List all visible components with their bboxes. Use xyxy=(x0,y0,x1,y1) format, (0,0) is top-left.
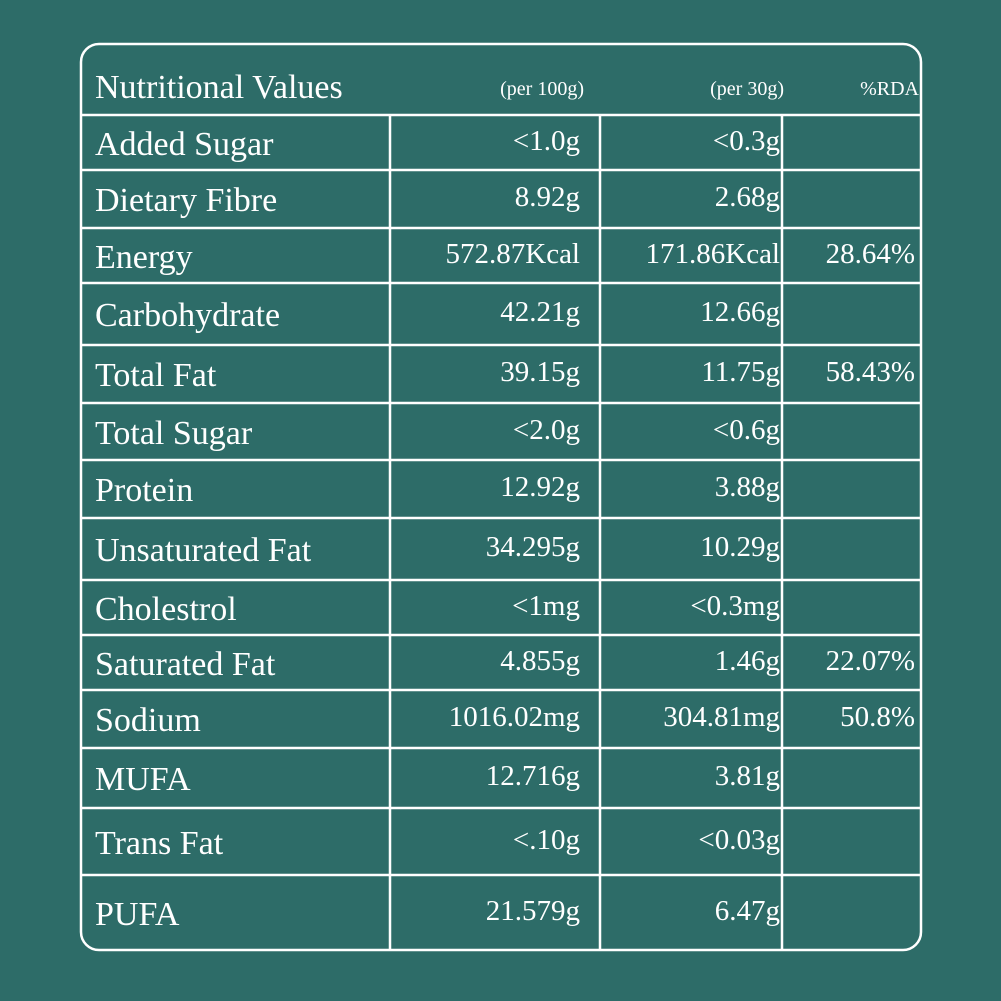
nutrient-name: MUFA xyxy=(95,761,191,799)
nutrient-value: <.10g xyxy=(512,823,580,856)
nutrient-value: 58.43% xyxy=(825,356,915,389)
nutrient-value: 42.21g xyxy=(500,296,580,329)
nutrient-name: Trans Fat xyxy=(95,824,224,862)
nutrient-value: 304.81mg xyxy=(663,701,780,734)
nutrient-value: 50.8% xyxy=(840,701,915,734)
nutrient-value: <0.3mg xyxy=(690,589,780,622)
nutrient-value: <2.0g xyxy=(512,413,580,446)
nutrient-value: 34.295g xyxy=(485,531,580,564)
nutrient-value: 8.92g xyxy=(514,181,580,214)
nutrient-value: 1016.02mg xyxy=(448,701,580,734)
nutrient-name: Protein xyxy=(95,472,194,510)
nutrient-name: Energy xyxy=(95,238,193,276)
nutrient-value: 39.15g xyxy=(500,356,580,389)
nutrient-value: 12.716g xyxy=(485,760,580,793)
nutrient-value: 572.87Kcal xyxy=(445,237,581,270)
nutrient-name: Unsaturated Fat xyxy=(95,532,312,570)
nutrient-name: Sodium xyxy=(95,702,201,740)
nutrient-value: 11.75g xyxy=(701,356,780,389)
header-title: Nutritional Values xyxy=(95,69,343,107)
table-border xyxy=(79,42,923,952)
nutrient-name: Total Fat xyxy=(95,357,217,395)
nutrient-value: 10.29g xyxy=(700,531,780,564)
column-header: (per 30g) xyxy=(710,78,784,100)
nutrient-value: 28.64% xyxy=(825,237,915,270)
nutrient-value: 12.92g xyxy=(500,471,580,504)
nutrient-value: <0.03g xyxy=(698,823,780,856)
nutrient-name: PUFA xyxy=(95,895,180,933)
nutrient-name: Total Sugar xyxy=(95,414,253,452)
nutrient-value: 22.07% xyxy=(825,644,915,677)
nutrient-value: 171.86Kcal xyxy=(645,237,781,270)
nutrient-value: <0.3g xyxy=(712,124,780,157)
nutrient-value: 2.68g xyxy=(714,181,780,214)
nutrient-name: Cholestrol xyxy=(95,590,237,628)
nutrient-value: 4.855g xyxy=(500,644,580,677)
column-header: (per 100g) xyxy=(500,78,584,100)
nutrient-name: Carbohydrate xyxy=(95,297,281,335)
nutrient-value: 1.46g xyxy=(714,644,780,677)
nutrient-value: 3.81g xyxy=(714,760,780,793)
nutrient-value: 3.88g xyxy=(714,471,780,504)
nutrient-value: <1.0g xyxy=(512,124,580,157)
nutrient-name: Dietary Fibre xyxy=(95,182,278,220)
column-header: %RDA xyxy=(860,78,919,100)
nutrient-name: Added Sugar xyxy=(95,125,274,163)
nutrient-name: Saturated Fat xyxy=(95,645,276,683)
nutrient-value: <1mg xyxy=(512,589,580,622)
nutrient-value: 21.579g xyxy=(485,894,580,927)
nutrient-value: 12.66g xyxy=(700,296,780,329)
nutrient-value: 6.47g xyxy=(714,894,780,927)
nutrient-value: <0.6g xyxy=(712,413,780,446)
